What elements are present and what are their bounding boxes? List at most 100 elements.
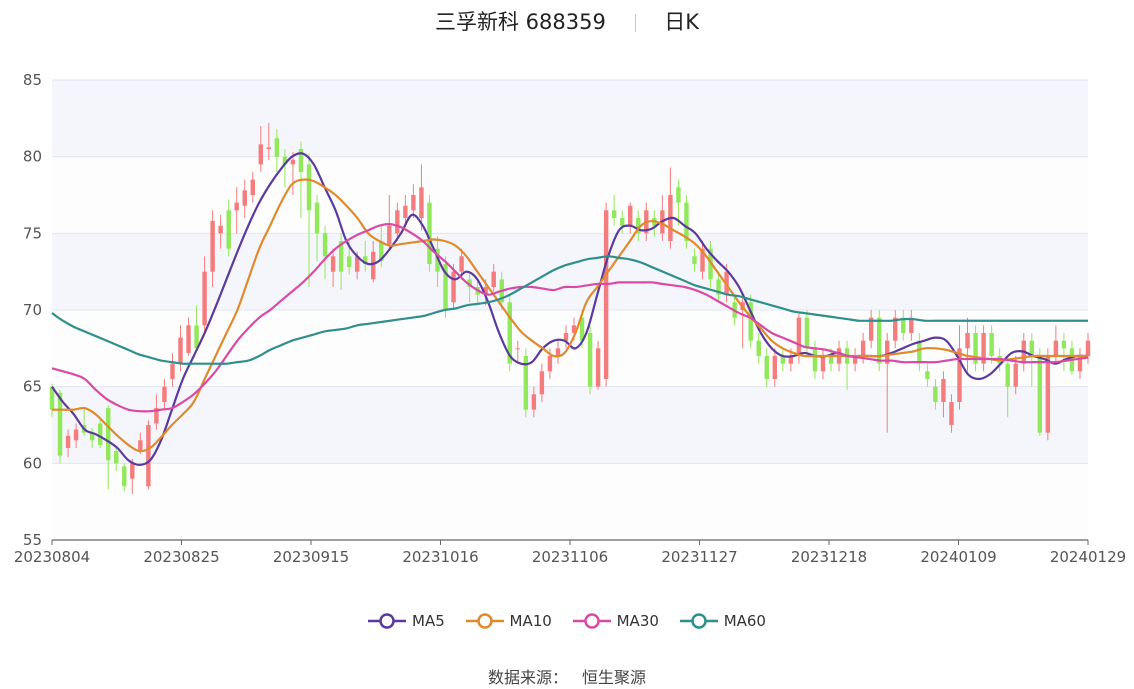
candle-body (876, 317, 882, 364)
candle-body (178, 337, 183, 364)
x-tick-label: 20231218 (791, 548, 867, 566)
candle-body (820, 356, 826, 372)
candle-body (563, 333, 569, 341)
source-label: 数据来源： (487, 668, 568, 687)
candle-body (170, 363, 175, 379)
candle-body (138, 440, 143, 452)
candle-body (419, 187, 424, 218)
candle-body (571, 325, 577, 333)
candle-body (1061, 340, 1067, 349)
candle-body (435, 248, 440, 272)
candle-body (1045, 356, 1051, 433)
candle-body (788, 356, 794, 364)
y-tick-label: 80 (23, 148, 42, 166)
y-tick-label: 75 (23, 224, 42, 242)
candle-body (772, 356, 777, 379)
candle-body (451, 271, 456, 303)
legend-item-ma5[interactable]: MA5 (368, 612, 445, 630)
candle-body (579, 317, 585, 341)
candle-body (314, 202, 320, 234)
candle-body (354, 256, 360, 272)
candle-body (146, 425, 151, 487)
candle-body (346, 256, 352, 268)
legend-marker-icon (679, 613, 718, 629)
candle-body (218, 225, 223, 234)
legend-label-ma30: MA30 (616, 612, 659, 630)
candle-body (491, 271, 496, 287)
candle-body (258, 144, 264, 165)
candle-body (636, 218, 641, 234)
candle-body (1013, 363, 1018, 387)
legend-item-ma30[interactable]: MA30 (572, 612, 659, 630)
candle-body (210, 221, 215, 272)
candle-body (716, 279, 721, 295)
legend-marker-icon (368, 613, 406, 629)
legend-item-ma60[interactable]: MA60 (679, 612, 766, 630)
candle-body (619, 218, 625, 226)
candle-body (708, 248, 713, 280)
grid-band (52, 386, 1088, 464)
candle-body (957, 348, 962, 402)
candle-body (226, 210, 231, 249)
candle-body (242, 190, 247, 206)
candle-body (234, 202, 239, 211)
candle-body (523, 356, 529, 410)
candle-body (106, 408, 111, 461)
candle-body (893, 317, 898, 341)
legend-label-ma5: MA5 (412, 612, 445, 630)
candle-body (925, 371, 930, 379)
candle-body (515, 348, 521, 350)
candle-body (756, 340, 761, 356)
x-tick-label: 20231106 (532, 548, 608, 566)
candle-body (483, 287, 488, 295)
y-tick-label: 85 (23, 71, 42, 89)
candle-body (57, 392, 63, 456)
candle-body (274, 138, 280, 157)
x-tick-label: 20230804 (14, 548, 90, 566)
candle-body (628, 205, 633, 226)
candle-body (828, 356, 834, 364)
x-tick-label: 20240109 (920, 548, 996, 566)
candle-body (194, 325, 199, 349)
y-tick-label: 65 (23, 378, 42, 396)
candle-body (49, 386, 55, 410)
candle-body (403, 205, 408, 218)
candle-body (909, 317, 914, 333)
candle-body (917, 340, 922, 364)
candlestick-chart: 55 60 65 70 75 80 85 20230804 20230825 20230915 20… (14, 71, 1126, 566)
legend-item-ma10[interactable]: MA10 (465, 612, 552, 630)
x-tick-label: 20230825 (143, 548, 219, 566)
x-tick-label: 20231016 (402, 548, 478, 566)
candle-body (885, 340, 890, 364)
candle-body (387, 225, 392, 245)
ma-line-ma10 (52, 178, 1088, 453)
candle-body (539, 371, 545, 395)
candle-body (507, 302, 512, 364)
candle-body (595, 348, 601, 387)
x-tick-label: 20231127 (661, 548, 737, 566)
candle-body (65, 435, 71, 448)
legend-label-ma10: MA10 (509, 612, 552, 630)
chart-title: 三孚新科 688359 日K (0, 6, 1134, 36)
candle-body (692, 256, 697, 264)
candle-body (130, 463, 135, 479)
x-tick-label: 20230915 (273, 548, 349, 566)
candle-body (266, 147, 272, 149)
candle-body (901, 317, 906, 333)
candle-body (97, 423, 103, 445)
period-label: 日K (664, 10, 699, 34)
candle-body (411, 195, 416, 211)
title-separator (634, 14, 636, 32)
candle-body (459, 256, 464, 272)
legend-marker-icon (465, 613, 504, 629)
ma-line-ma30 (51, 222, 1089, 413)
candle-body (1053, 340, 1059, 356)
candle-body (676, 187, 681, 203)
candle-body (804, 317, 810, 349)
candle-body (330, 256, 336, 272)
ma-line-ma60 (51, 255, 1088, 365)
candle-body (868, 317, 874, 341)
candle-body (1077, 356, 1083, 372)
candle-body (89, 432, 95, 441)
y-tick-label: 70 (23, 301, 42, 319)
